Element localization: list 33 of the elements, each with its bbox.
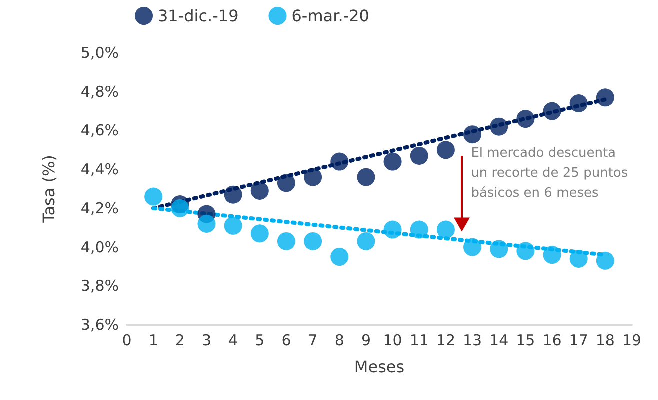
- y-tick-label: 4,8%: [80, 82, 119, 101]
- legend-label: 6-mar.-20: [292, 6, 370, 26]
- y-tick-label: 4,2%: [80, 199, 119, 218]
- x-tick-label: 6: [282, 332, 292, 350]
- y-tick-label: 3,8%: [80, 277, 119, 296]
- y-tick-label: 4,4%: [80, 160, 119, 179]
- x-tick-label: 1: [148, 332, 158, 350]
- x-tick-label: 0: [122, 332, 132, 350]
- x-tick-label: 9: [361, 332, 371, 350]
- x-tick-label: 7: [308, 332, 318, 350]
- legend-label: 31-dic.-19: [158, 6, 239, 26]
- y-tick-label: 5,0%: [80, 44, 119, 62]
- annotation: El mercado descuenta un recorte de 25 puntos básicos en 6 meses: [471, 145, 630, 204]
- x-tick-label: 16: [542, 332, 562, 350]
- x-tick-label: 10: [383, 332, 402, 350]
- x-tick-label: 3: [202, 332, 212, 350]
- y-tick-label: 4,0%: [80, 238, 119, 256]
- y-axis-title: Tasa (%): [40, 155, 58, 224]
- y-tick-label: 3,6%: [80, 316, 119, 334]
- x-tick-label: 14: [490, 332, 509, 350]
- x-axis-title: Meses: [354, 358, 405, 376]
- x-tick-label: 11: [410, 332, 429, 350]
- x-tick-label: 4: [228, 332, 238, 350]
- x-tick-label: 13: [462, 332, 482, 350]
- x-tick-label: 17: [569, 332, 588, 350]
- x-tick-label: 15: [516, 332, 536, 350]
- x-tick-label: 2: [175, 332, 185, 350]
- x-tick-label: 18: [596, 332, 615, 350]
- x-tick-label: 12: [436, 332, 456, 350]
- x-tick-label: 8: [334, 332, 344, 350]
- x-tick-label: 19: [622, 332, 642, 350]
- y-tick-label: 4,6%: [80, 122, 119, 140]
- x-tick-label: 5: [255, 332, 265, 350]
